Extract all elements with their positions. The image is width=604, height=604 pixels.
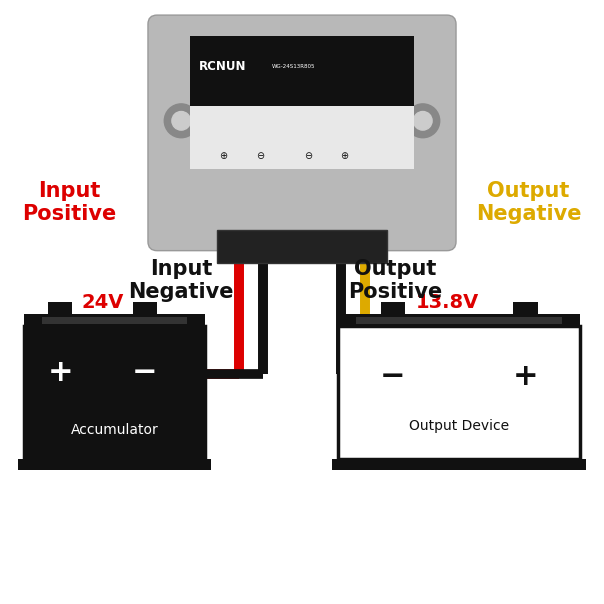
Text: +: + (513, 362, 538, 391)
Text: −: − (132, 358, 158, 387)
Text: Accumulator: Accumulator (71, 423, 159, 437)
Circle shape (414, 112, 432, 130)
Text: Output
Negative: Output Negative (476, 181, 581, 224)
Text: iTeams: iTeams (259, 130, 345, 154)
Text: ⊖: ⊖ (255, 151, 264, 161)
Circle shape (406, 104, 440, 138)
Text: 24V: 24V (234, 95, 249, 101)
Text: ⊕: ⊕ (340, 151, 349, 161)
Bar (217, 230, 387, 263)
Bar (381, 302, 405, 317)
Text: Input: Input (233, 88, 250, 92)
Text: ⊕: ⊕ (219, 151, 228, 161)
Text: RCNUN: RCNUN (199, 60, 247, 73)
Bar (42, 317, 187, 324)
Bar (190, 106, 414, 169)
FancyBboxPatch shape (148, 15, 456, 251)
Text: −: − (380, 362, 405, 391)
Text: 13.8V 5A: 13.8V 5A (301, 96, 333, 101)
Bar (513, 302, 538, 317)
Bar (48, 302, 72, 317)
Bar (133, 302, 157, 317)
Text: Output Device: Output Device (409, 419, 509, 433)
Bar (18, 459, 211, 470)
Bar (190, 36, 414, 169)
Bar (356, 317, 562, 324)
Bar (24, 326, 205, 459)
Text: Input
Negative: Input Negative (129, 259, 234, 303)
Text: WG-24S13R805: WG-24S13R805 (272, 64, 315, 69)
Bar (338, 314, 580, 326)
Circle shape (172, 112, 190, 130)
Circle shape (164, 104, 198, 138)
Text: Output: Output (312, 88, 334, 92)
Text: Output
Positive: Output Positive (349, 259, 443, 303)
Text: 24V: 24V (82, 292, 124, 312)
Text: Input
Positive: Input Positive (22, 181, 117, 224)
Text: 13.8V: 13.8V (416, 292, 478, 312)
Text: CE: CE (201, 88, 208, 92)
Bar (338, 326, 580, 459)
Bar (332, 459, 586, 470)
Text: +: + (48, 358, 73, 387)
Text: ⊖: ⊖ (304, 151, 312, 161)
Text: 69W DC-DC CONVERTER: 69W DC-DC CONVERTER (199, 76, 303, 85)
Bar (24, 314, 205, 326)
